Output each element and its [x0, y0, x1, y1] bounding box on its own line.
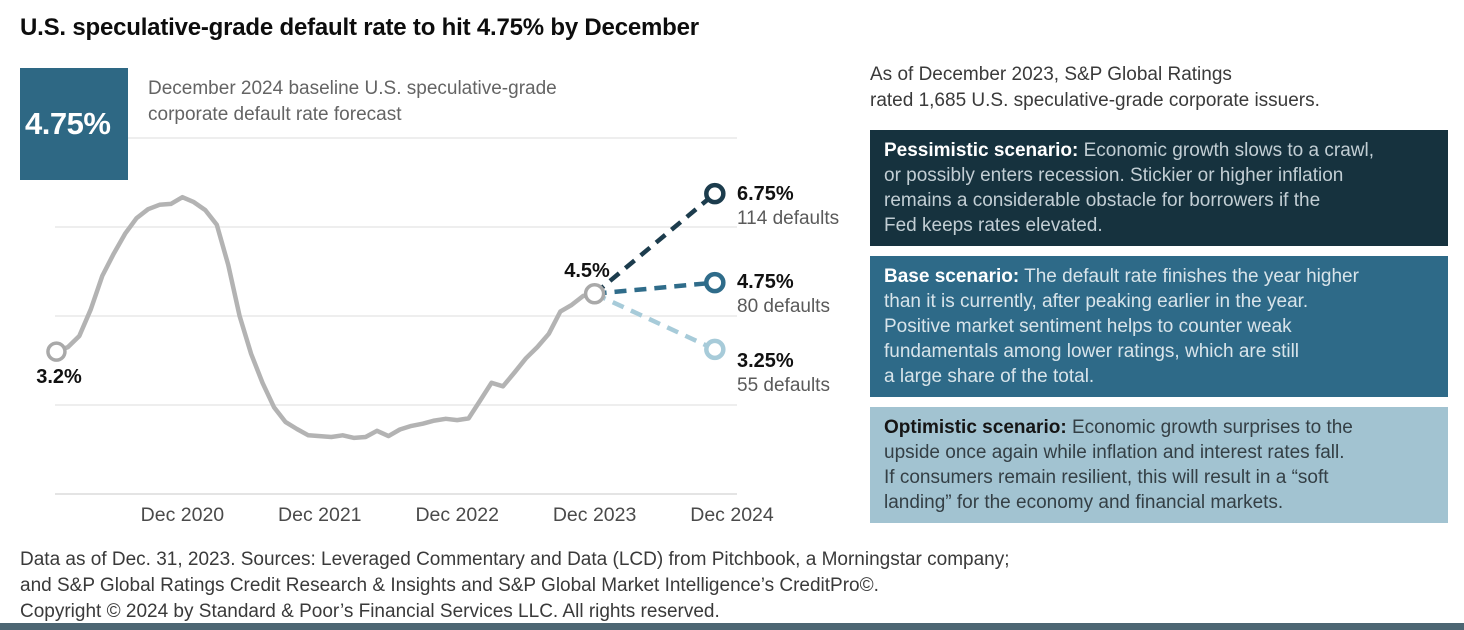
- forecast-line-base: [594, 280, 716, 296]
- default-rate-line-chart: Dec 2020 Dec 2021 Dec 2022 Dec 2023 Dec 2024: [46, 137, 774, 526]
- forecast-value: 4.75%: [737, 270, 794, 293]
- forecast-highlight-value: 4.75%: [25, 106, 111, 141]
- current-marker: [583, 283, 606, 305]
- forecast-label-pessimistic: 6.75% 114 defaults: [737, 183, 839, 230]
- scenario-text: Pessimistic scenario: Economic growth sl…: [884, 138, 1434, 238]
- scenario-box-pessimistic: Pessimistic scenario: Economic growth sl…: [870, 130, 1448, 246]
- start-value-label: 3.2%: [36, 366, 82, 388]
- scenario-body: Economic growth slows to a crawl, or pos…: [884, 140, 1374, 236]
- issuers-note: As of December 2023, S&P Global Ratings …: [870, 64, 1320, 111]
- forecast-defaults-count: 80 defaults: [737, 295, 830, 317]
- scenario-boxes-group: Pessimistic scenario: Economic growth sl…: [870, 130, 1448, 523]
- start-marker: [46, 341, 67, 362]
- x-tick-label: Dec 2021: [278, 504, 361, 526]
- source-note-line: Data as of Dec. 31, 2023. Sources: Lever…: [20, 549, 1010, 570]
- scenario-text: Optimistic scenario: Economic growth sur…: [884, 415, 1434, 515]
- forecast-marker-pessimistic: [704, 182, 726, 205]
- scenario-heading: Base scenario:: [884, 266, 1020, 287]
- forecast-marker-optimistic: [704, 338, 726, 361]
- scenarios-panel: As of December 2023, S&P Global Ratings …: [870, 62, 1448, 533]
- source-note: Data as of Dec. 31, 2023. Sources: Lever…: [20, 547, 1010, 625]
- current-value-label: 4.5%: [564, 260, 610, 282]
- forecast-highlight-box: 4.75%: [20, 68, 128, 180]
- x-tick-label: Dec 2020: [141, 504, 225, 526]
- forecast-marker-base: [704, 271, 726, 294]
- scenario-body: Economic growth surprises to the upside …: [884, 417, 1353, 513]
- scenario-box-base: Base scenario: The default rate finishes…: [870, 256, 1448, 397]
- x-tick-label: Dec 2024: [690, 504, 774, 526]
- x-tick-label: Dec 2022: [415, 504, 498, 526]
- forecast-label-base: 4.75% 80 defaults: [737, 271, 830, 318]
- forecast-defaults-count: 114 defaults: [737, 207, 840, 229]
- historical-line: [54, 194, 597, 441]
- forecast-defaults-count: 55 defaults: [737, 375, 830, 397]
- scenario-heading: Pessimistic scenario:: [884, 140, 1079, 161]
- x-tick-label: Dec 2023: [553, 504, 636, 526]
- forecast-value: 3.25%: [737, 350, 794, 373]
- source-note-line: and S&P Global Ratings Credit Research &…: [20, 575, 879, 596]
- forecast-label-optimistic: 3.25% 55 defaults: [737, 350, 830, 397]
- scenario-text: Base scenario: The default rate finishes…: [884, 264, 1434, 389]
- scenario-box-optimistic: Optimistic scenario: Economic growth sur…: [870, 407, 1448, 523]
- forecast-line-pessimistic: [593, 191, 717, 296]
- chart-subtitle: December 2024 baseline U.S. speculative-…: [148, 78, 557, 125]
- forecast-line-optimistic: [593, 291, 716, 352]
- scenario-body: The default rate finishes the year highe…: [884, 266, 1359, 387]
- brand-bar: [0, 623, 1464, 630]
- source-note-line: Copyright © 2024 by Standard & Poor’s Fi…: [20, 601, 720, 622]
- scenario-heading: Optimistic scenario:: [884, 417, 1067, 438]
- page-title: U.S. speculative-grade default rate to h…: [20, 14, 699, 41]
- forecast-value: 6.75%: [737, 182, 794, 205]
